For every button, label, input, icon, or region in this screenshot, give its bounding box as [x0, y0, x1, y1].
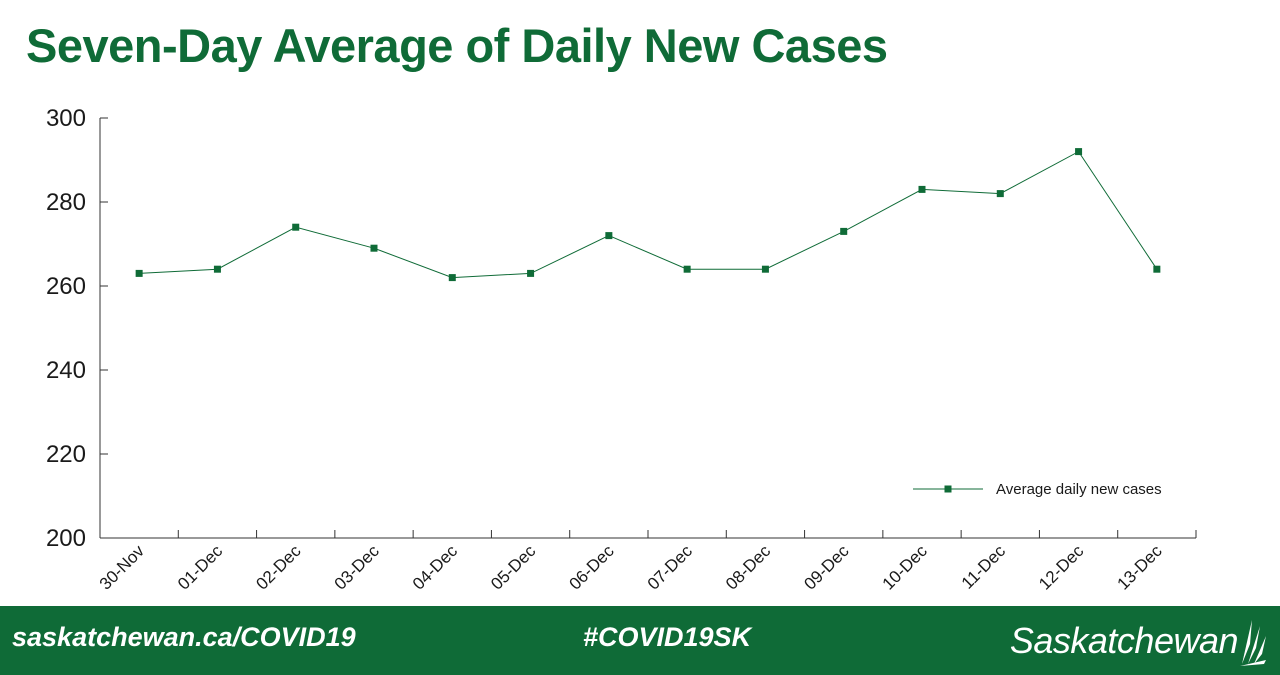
x-tick-label: 02-Dec	[252, 541, 305, 594]
data-point	[605, 232, 613, 240]
y-tick-label: 240	[46, 357, 86, 384]
x-tick-label: 08-Dec	[722, 541, 775, 594]
x-tick-label: 07-Dec	[644, 541, 697, 594]
y-tick-label: 220	[46, 441, 86, 468]
x-tick-label: 09-Dec	[800, 541, 853, 594]
x-tick-label: 12-Dec	[1035, 541, 1088, 594]
x-tick-label: 30-Nov	[96, 541, 149, 594]
x-tick-label: 01-Dec	[174, 541, 227, 594]
legend-marker-swatch	[944, 485, 952, 493]
data-point	[683, 265, 691, 273]
data-point	[918, 185, 926, 193]
y-tick-label: 260	[46, 273, 86, 300]
y-tick-label: 200	[46, 525, 86, 552]
y-tick-label: 280	[46, 189, 86, 216]
data-point	[996, 190, 1004, 198]
x-tick-label: 10-Dec	[879, 541, 932, 594]
logo-text: Saskatchewan	[1009, 620, 1239, 661]
data-point	[448, 274, 456, 282]
chart-title: Seven-Day Average of Daily New Cases	[26, 19, 888, 72]
x-tick-label: 13-Dec	[1113, 541, 1166, 594]
footer-bar: saskatchewan.ca/COVID19 #COVID19SK Saska…	[0, 606, 1280, 675]
footer-hashtag: #COVID19SK	[583, 622, 752, 652]
data-point	[135, 269, 143, 277]
data-point	[370, 244, 378, 252]
footer-url[interactable]: saskatchewan.ca/COVID19	[12, 622, 356, 652]
series-line	[139, 150, 1158, 279]
legend-label: Average daily new cases	[996, 481, 1162, 498]
data-point	[527, 269, 535, 277]
x-tick-label: 11-Dec	[958, 541, 1010, 593]
x-tick-label: 05-Dec	[487, 541, 540, 594]
x-tick-label: 03-Dec	[331, 541, 384, 594]
data-point	[840, 227, 848, 235]
data-point	[292, 223, 300, 231]
data-point	[761, 265, 769, 273]
wheat-sheaf-icon	[1240, 620, 1266, 666]
line-chart: 200 220 240 260 280 300 30-Nov 01-Dec 02-Dec 03-D…	[46, 105, 1197, 594]
data-point	[1075, 148, 1083, 156]
x-tick-label: 06-Dec	[565, 541, 618, 594]
x-tick-label: 04-Dec	[409, 541, 462, 594]
data-point	[213, 265, 221, 273]
saskatchewan-logo: Saskatchewan	[1010, 614, 1268, 668]
y-tick-label: 300	[46, 105, 86, 132]
data-point	[1153, 265, 1161, 273]
